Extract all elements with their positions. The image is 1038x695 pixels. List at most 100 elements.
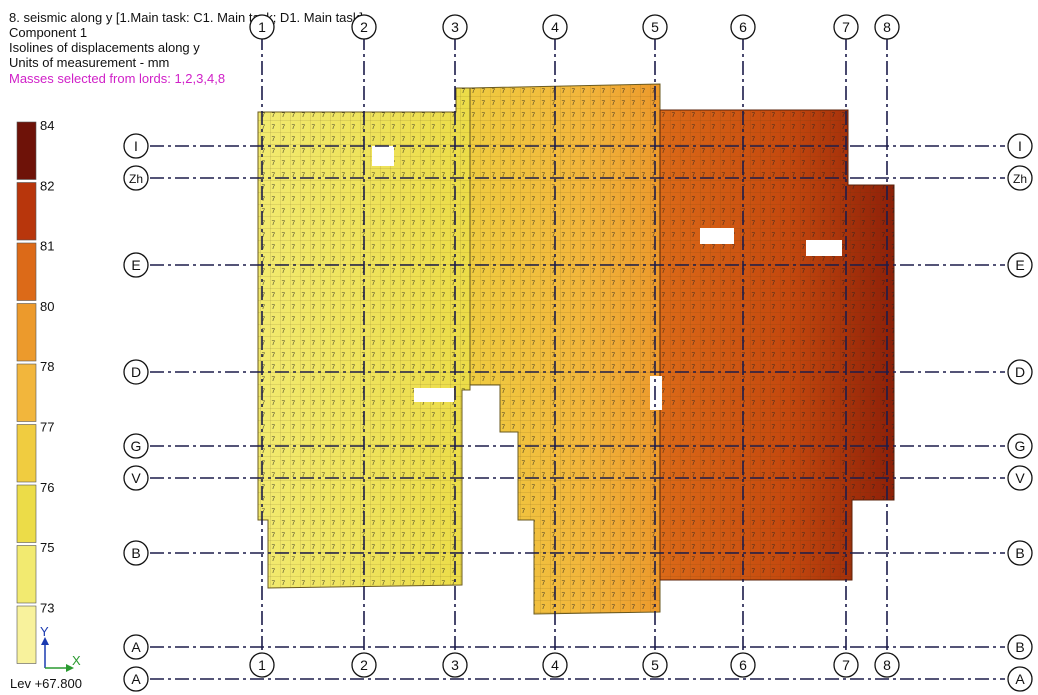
row-axis-bubble xyxy=(1007,666,1033,692)
opening xyxy=(650,376,662,410)
row-axis-bubble-label: Zh xyxy=(1013,172,1027,186)
column-axis-bubble xyxy=(833,14,859,40)
coordinate-system-icon: Y X Lev +67.800 xyxy=(10,624,82,691)
row-axis-bubble xyxy=(1007,465,1033,491)
column-axis-bubble-label: 6 xyxy=(739,19,747,35)
legend-swatch xyxy=(16,363,37,422)
load-case-title: 8. seismic along y [1.Main task: C1. Mai… xyxy=(9,10,364,25)
row-axis-bubble-label: D xyxy=(131,364,141,380)
column-axis-bubble xyxy=(442,14,468,40)
legend-label: 73 xyxy=(40,600,54,615)
component-label: Component 1 xyxy=(9,25,88,40)
column-axis-bubble xyxy=(542,14,568,40)
row-axis-bubble-label: A xyxy=(1015,671,1025,687)
row-axis-bubble xyxy=(123,359,149,385)
column-axis-bubble-label: 4 xyxy=(551,657,559,673)
column-axis-bubble-label: 2 xyxy=(360,657,368,673)
column-axis-bubble-label: 6 xyxy=(739,657,747,673)
isolines-description: Isolines of displacements along y xyxy=(9,40,200,55)
y-arrowhead-icon xyxy=(41,637,49,645)
column-axis-bubble-label: 4 xyxy=(551,19,559,35)
row-axis-bubble-label: B xyxy=(1015,545,1024,561)
opening xyxy=(372,146,394,166)
column-axis-bubble xyxy=(874,652,900,678)
row-axis-bubble xyxy=(123,634,149,660)
row-axis-bubble-label: A xyxy=(131,639,141,655)
legend-swatch xyxy=(16,303,37,362)
row-axis-bubble xyxy=(123,465,149,491)
column-axis-bubble xyxy=(642,652,668,678)
column-axis-bubble-label: 1 xyxy=(258,657,266,673)
column-axis-bubble xyxy=(351,14,377,40)
row-axis-bubble-label: V xyxy=(1015,470,1025,486)
row-axis-bubble-label: G xyxy=(131,438,142,454)
legend-swatch xyxy=(16,605,37,664)
column-axis-bubble xyxy=(833,652,859,678)
legend-label: 80 xyxy=(40,299,54,314)
mesh-overlay xyxy=(258,84,894,614)
legend-swatch xyxy=(16,121,37,180)
row-axis-bubble xyxy=(123,165,149,191)
axis-grid-lines xyxy=(150,36,1005,680)
row-axis-bubble-label: I xyxy=(1018,138,1022,154)
column-axis-bubble xyxy=(730,14,756,40)
row-axis-bubble-label: E xyxy=(1015,257,1024,273)
column-axis-bubble-label: 3 xyxy=(451,19,459,35)
legend-label: 75 xyxy=(40,540,54,555)
row-axis-bubble-label: G xyxy=(1015,438,1026,454)
x-axis-label: X xyxy=(72,653,81,668)
row-axis-bubble-label: A xyxy=(131,671,141,687)
opening xyxy=(700,228,734,244)
row-axis-bubble xyxy=(123,666,149,692)
row-axis-bubble-label: Zh xyxy=(129,172,143,186)
x-arrowhead-icon xyxy=(66,664,74,672)
legend-swatch xyxy=(16,424,37,483)
column-axis-bubble-label: 3 xyxy=(451,657,459,673)
row-axis-bubble-label: D xyxy=(1015,364,1025,380)
legend-label: 84 xyxy=(40,118,54,133)
column-axis-bubble xyxy=(642,14,668,40)
row-axis-bubble-label: V xyxy=(131,470,141,486)
legend-swatch xyxy=(16,182,37,241)
column-axis-bubble xyxy=(351,652,377,678)
row-axis-bubble xyxy=(1007,252,1033,278)
column-axis-bubble-label: 8 xyxy=(883,19,891,35)
y-axis-label: Y xyxy=(40,624,49,639)
opening xyxy=(806,240,842,256)
column-axis-bubble-label: 2 xyxy=(360,19,368,35)
column-axis-bubble-label: 7 xyxy=(842,657,850,673)
column-axis-bubble-label: 5 xyxy=(651,657,659,673)
row-axis-bubble-label: I xyxy=(134,138,138,154)
column-axis-bubble xyxy=(442,652,468,678)
legend: 84 82 81 80 78 77 76 75 73 xyxy=(16,118,54,664)
row-axis-bubble xyxy=(123,252,149,278)
row-axis-bubble xyxy=(1007,133,1033,159)
row-axis-bubble-label: B xyxy=(131,545,140,561)
legend-label: 81 xyxy=(40,239,54,254)
row-axis-bubble xyxy=(1007,634,1033,660)
legend-labels: 84 82 81 80 78 77 76 75 73 xyxy=(40,118,54,615)
row-axis-bubble xyxy=(1007,433,1033,459)
column-axis-bubble-label: 5 xyxy=(651,19,659,35)
legend-swatches xyxy=(16,121,37,664)
row-axis-bubble-label: B xyxy=(1015,639,1024,655)
legend-swatch xyxy=(16,545,37,604)
row-axis-bubble-label: E xyxy=(131,257,140,273)
column-axis-bubble xyxy=(874,14,900,40)
column-axis-bubble xyxy=(730,652,756,678)
column-axis-bubble-label: 1 xyxy=(258,19,266,35)
column-axis-bubble-label: 8 xyxy=(883,657,891,673)
row-axis-bubble xyxy=(123,540,149,566)
legend-swatch xyxy=(16,242,37,301)
legend-label: 76 xyxy=(40,480,54,495)
legend-label: 77 xyxy=(40,420,54,435)
row-axis-bubble xyxy=(123,133,149,159)
displacement-field xyxy=(257,83,895,615)
legend-swatch xyxy=(16,484,37,543)
column-axis-bubble-label: 7 xyxy=(842,19,850,35)
masses-note: Masses selected from lords: 1,2,3,4,8 xyxy=(9,71,226,86)
row-axis-bubble xyxy=(1007,540,1033,566)
column-axis-bubble xyxy=(249,652,275,678)
